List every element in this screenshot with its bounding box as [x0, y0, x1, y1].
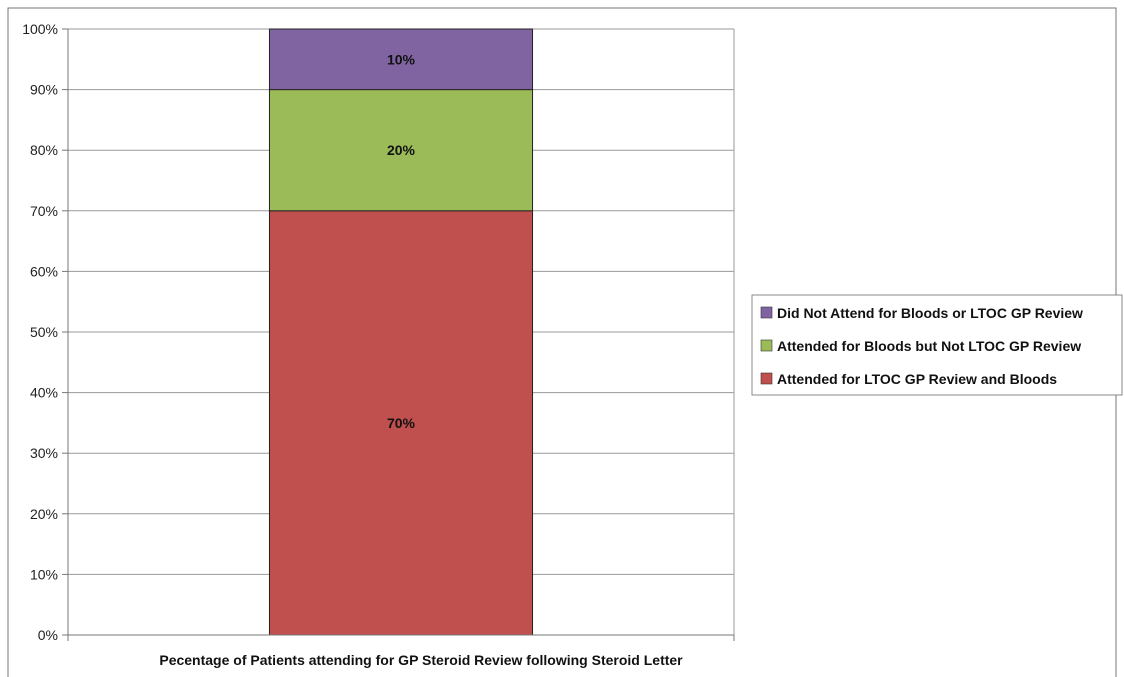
- data-label: 10%: [387, 51, 416, 67]
- legend-box: [751, 294, 1123, 396]
- x-category-label: Pecentage of Patients attending for GP S…: [159, 652, 683, 668]
- y-tick-label: 30%: [30, 445, 58, 461]
- legend-swatch: [760, 306, 773, 319]
- data-label: 20%: [387, 142, 416, 158]
- y-tick-label: 90%: [30, 82, 58, 98]
- y-tick-label: 10%: [30, 566, 58, 582]
- y-tick-label: 100%: [22, 21, 58, 37]
- bar-segment: [268, 210, 534, 636]
- axes: [67, 29, 735, 641]
- y-tick-labels: 0% 10% 20% 30% 40% 50% 60% 70% 80% 90% 100%: [22, 21, 58, 643]
- y-tick-label: 40%: [30, 385, 58, 401]
- bar-segments: [268, 28, 534, 636]
- bar-segment: [268, 28, 534, 91]
- y-tick-label: 80%: [30, 142, 58, 158]
- legend-swatch: [760, 339, 773, 352]
- y-tick-label: 60%: [30, 263, 58, 279]
- legend-entry: Attended for LTOC GP Review and Bloods: [777, 371, 1057, 387]
- y-tick-label: 0%: [38, 627, 58, 643]
- legend-entry: Attended for Bloods but Not LTOC GP Revi…: [777, 338, 1081, 354]
- y-tick-label: 50%: [30, 324, 58, 340]
- data-label: 70%: [387, 415, 416, 431]
- bar-segment: [268, 89, 534, 212]
- legend-entry: Did Not Attend for Bloods or LTOC GP Rev…: [777, 305, 1083, 321]
- legend-swatch: [760, 372, 773, 385]
- data-labels: 70% 20% 10%: [387, 51, 416, 431]
- y-tick-label: 20%: [30, 506, 58, 522]
- y-tick-label: 70%: [30, 203, 58, 219]
- legend: Did Not Attend for Bloods or LTOC GP Rev…: [751, 294, 1123, 396]
